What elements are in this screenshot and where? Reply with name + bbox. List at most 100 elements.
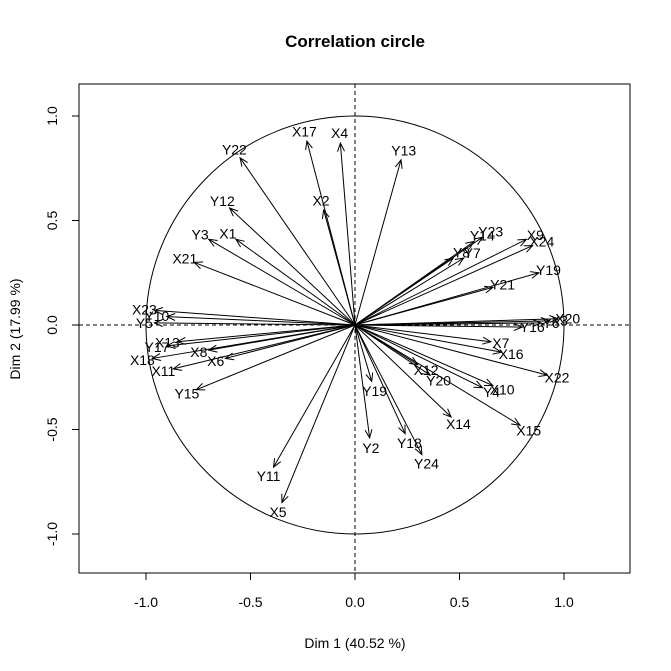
arrow-shaft	[354, 257, 464, 326]
arrow-head	[529, 271, 541, 279]
arrow-shaft	[354, 324, 548, 376]
arrow-shaft	[354, 324, 502, 353]
arrow-head	[272, 458, 281, 469]
arrow-shaft	[273, 324, 356, 468]
arrow-head	[408, 357, 419, 366]
arrow-shaft	[354, 324, 431, 376]
arrow-shaft	[354, 159, 402, 326]
variable-arrow-y16: Y16	[354, 319, 545, 335]
variable-label: X16	[499, 346, 524, 362]
variable-arrow-y18: Y18	[354, 324, 422, 451]
arrow-head	[540, 317, 551, 325]
arrow-head	[473, 236, 484, 246]
arrow-head	[483, 378, 495, 387]
variable-arrow-y15: Y15	[174, 324, 356, 402]
arrow-head	[395, 158, 403, 169]
x-axis: -1.0 -0.5 0.0 0.5 1.0	[134, 572, 574, 610]
arrow-head	[165, 341, 176, 349]
arrow-head	[305, 139, 313, 151]
arrow-shaft	[354, 324, 373, 382]
variable-arrow-x11: X11	[151, 324, 356, 379]
arrow-head	[482, 336, 493, 345]
arrow-head	[414, 445, 423, 456]
variable-arrow-y5: Y5	[136, 315, 356, 331]
arrow-shaft	[154, 322, 356, 326]
variable-arrow-y19: Y19	[354, 262, 561, 326]
variable-arrow-x22: X22	[354, 324, 570, 386]
x-tick-label: 1.0	[554, 594, 574, 610]
arrow-head	[532, 319, 543, 327]
variable-label: Y4	[483, 384, 500, 400]
variable-label: Y17	[145, 339, 170, 355]
arrow-shaft	[354, 257, 454, 326]
arrow-shaft	[152, 324, 356, 359]
variable-label: X4	[331, 125, 348, 141]
arrow-head	[473, 380, 484, 389]
arrow-head	[421, 367, 432, 376]
x-tick-label: 0.5	[450, 594, 470, 610]
variable-label: X7	[492, 335, 509, 351]
arrow-shaft	[354, 324, 483, 389]
variable-arrow-y13: Y13	[354, 142, 416, 326]
variable-label: Y7	[464, 245, 481, 261]
variable-label: Y19	[362, 383, 387, 399]
variable-label: X20	[555, 310, 580, 326]
variable-label: X1	[219, 226, 236, 242]
chart-title: Correlation circle	[285, 32, 425, 51]
y-axis-label: Dim 2 (17.99 %)	[7, 278, 23, 379]
arrow-head	[153, 307, 164, 315]
arrow-shaft	[354, 324, 523, 328]
arrow-shaft	[195, 324, 356, 391]
variable-arrow-y7: Y7	[354, 245, 481, 326]
x-tick-label: -1.0	[134, 594, 158, 610]
arrow-head	[511, 417, 522, 426]
variable-arrow-x14: X14	[354, 324, 471, 432]
y-tick-label: 1.0	[44, 106, 60, 126]
arrow-shaft	[166, 316, 356, 326]
arrow-shaft	[339, 143, 356, 326]
arrow-shaft	[354, 238, 527, 326]
arrow-shaft	[154, 309, 356, 326]
variable-label: Y19	[536, 262, 561, 278]
arrow-head	[281, 493, 289, 504]
arrow-head	[398, 424, 406, 435]
variable-label: Y20	[426, 373, 451, 389]
arrow-head	[176, 337, 187, 345]
variable-label: X14	[446, 416, 471, 432]
variable-label: X24	[529, 234, 554, 250]
variable-arrow-y2: Y2	[354, 324, 380, 456]
arrow-head	[442, 408, 453, 418]
variable-arrow-y12: Y12	[210, 193, 356, 326]
arrow-head	[549, 315, 559, 323]
variable-label: Y3	[192, 226, 209, 242]
arrow-head	[239, 156, 248, 167]
arrow-shaft	[354, 286, 494, 326]
variable-label: Y23	[478, 224, 503, 240]
variable-label: X18	[130, 352, 155, 368]
arrow-head	[192, 261, 204, 269]
variable-arrow-y8: Y8	[354, 245, 470, 326]
variable-label: Y24	[414, 456, 439, 472]
variable-label: X15	[516, 423, 541, 439]
arrow-head	[538, 369, 549, 377]
variable-arrow-x5: X5	[269, 324, 356, 520]
arrow-head	[365, 372, 374, 383]
variable-label: X22	[545, 370, 570, 386]
y-axis: -1.0 -0.5 0.0 0.5 1.0	[44, 106, 80, 546]
variable-label: X11	[151, 363, 175, 379]
variable-arrow-y10: Y10	[144, 308, 356, 326]
arrow-head	[337, 141, 345, 152]
arrow-shaft	[281, 324, 356, 503]
variable-label: Y11	[257, 468, 281, 484]
variable-arrow-y3: Y3	[192, 226, 356, 326]
arrow-head	[228, 207, 239, 217]
variable-label: Y18	[397, 435, 422, 451]
arrow-shaft	[354, 324, 452, 418]
arrow-shaft	[354, 324, 406, 434]
x-tick-label: 0.0	[345, 594, 365, 610]
variable-arrow-x2: X2	[312, 192, 356, 326]
arrow-shaft	[323, 209, 356, 326]
variable-label: X10	[490, 382, 515, 398]
arrow-head	[492, 346, 503, 355]
variable-arrow-x10: X10	[354, 324, 515, 398]
